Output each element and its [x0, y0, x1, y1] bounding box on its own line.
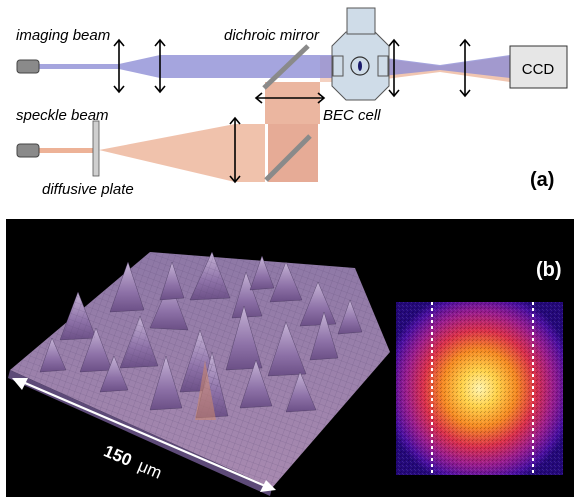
speckle-beam-label: speckle beam — [16, 107, 109, 124]
dichroic-mirror-label: dichroic mirror — [224, 27, 320, 44]
ccd-label: CCD — [522, 61, 555, 78]
panel-b: 150 μm (b) — [6, 219, 574, 497]
diffusive-plate-label: diffusive plate — [42, 181, 134, 198]
imaging-laser — [17, 60, 39, 73]
bec-cell — [332, 8, 389, 100]
panel-b-tag: (b) — [536, 259, 562, 281]
panel-a-tag: (a) — [530, 169, 554, 191]
diffusive-plate — [93, 121, 99, 176]
speckle-laser — [17, 144, 39, 157]
panel-a: CCD imaging beam speckle beam dichroic m… — [16, 8, 567, 198]
imaging-beam-label: imaging beam — [16, 27, 110, 44]
bec-cell-label: BEC cell — [323, 107, 381, 124]
speckle-image — [396, 302, 563, 475]
